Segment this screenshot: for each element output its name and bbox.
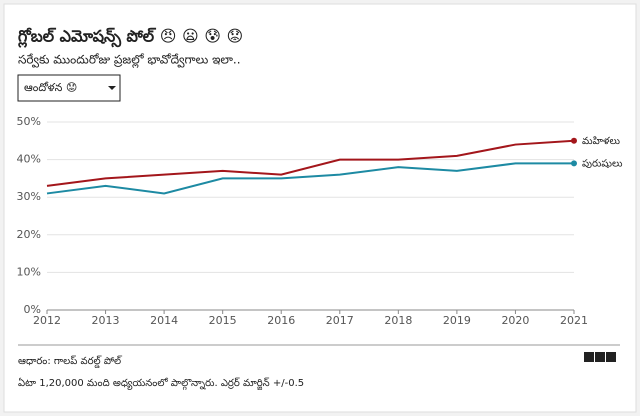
end-point xyxy=(571,137,577,144)
chart-title: గ్లోబల్ ఎమోషన్స్ పోల్ 😠 😦 😰 😟 xyxy=(17,27,243,49)
card xyxy=(3,3,637,413)
logo-block xyxy=(595,352,605,362)
selector[interactable]: ఆందోళన 😟 xyxy=(17,74,121,102)
y-tick-label: 0% xyxy=(24,303,41,316)
x-tick-label: 2014 xyxy=(150,314,178,327)
selector-label[interactable]: ఆందోళన 😟 xyxy=(24,81,77,94)
selector-box[interactable] xyxy=(17,74,121,102)
x-tick-label: 2021 xyxy=(560,314,588,327)
x-tick-label: 2018 xyxy=(384,314,412,327)
source: ఆధారం: గాలప్ వరల్డ్ పోల్ xyxy=(18,355,123,368)
x-tick-label: 2013 xyxy=(92,314,120,327)
x-tick-label: 2012 xyxy=(33,314,61,327)
y-tick-label: 20% xyxy=(17,228,41,241)
line xyxy=(46,139,575,187)
y-tick-label: 40% xyxy=(17,153,41,166)
y-tick-label: 30% xyxy=(17,190,41,203)
selector-arrow[interactable] xyxy=(108,86,116,90)
x-tick-label: 2016 xyxy=(267,314,295,327)
chart-subtitle: సర్వేకు ముందురోజు ప్రజల్లో భావోద్వేగాలు … xyxy=(18,53,241,69)
note: ఏటా 1,20,000 మంది అధ్యయనంలో పాల్గొన్నారు… xyxy=(18,377,304,390)
end-point xyxy=(571,160,577,167)
x-tick-label: 2015 xyxy=(209,314,237,327)
logo-block xyxy=(584,352,594,362)
legend-label: మహిళలు xyxy=(582,136,621,147)
line xyxy=(46,162,574,195)
legend-label: పురుషులు xyxy=(582,158,623,169)
logo-block xyxy=(606,352,616,362)
y-tick-label: 50% xyxy=(17,115,41,128)
x-tick-label: 2019 xyxy=(443,314,471,327)
y-tick-label: 10% xyxy=(17,265,41,278)
x-tick-label: 2017 xyxy=(326,314,354,327)
x-tick-label: 2020 xyxy=(501,314,529,327)
logo: BBC xyxy=(583,352,616,362)
logo-text: BBC xyxy=(583,353,616,362)
